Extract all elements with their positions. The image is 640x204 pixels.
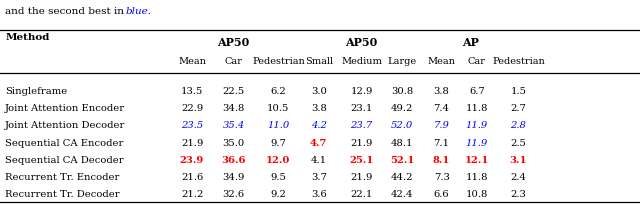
Text: 7.1: 7.1 (434, 139, 449, 148)
Text: 9.7: 9.7 (271, 139, 286, 148)
Text: Car: Car (468, 57, 486, 66)
Text: 30.8: 30.8 (391, 87, 413, 96)
Text: 2.8: 2.8 (511, 121, 526, 130)
Text: 3.0: 3.0 (311, 87, 326, 96)
Text: 25.1: 25.1 (349, 156, 374, 165)
Text: 21.2: 21.2 (181, 190, 203, 199)
Text: 23.5: 23.5 (181, 121, 203, 130)
Text: 11.9: 11.9 (466, 139, 488, 148)
Text: 12.9: 12.9 (351, 87, 372, 96)
Text: Pedestrian: Pedestrian (252, 57, 305, 66)
Text: Large: Large (387, 57, 417, 66)
Text: blue.: blue. (125, 7, 152, 16)
Text: 34.8: 34.8 (223, 104, 244, 113)
Text: 34.9: 34.9 (223, 173, 244, 182)
Text: 23.9: 23.9 (180, 156, 204, 165)
Text: 2.7: 2.7 (511, 104, 526, 113)
Text: 21.9: 21.9 (351, 173, 372, 182)
Text: Medium: Medium (341, 57, 382, 66)
Text: 3.1: 3.1 (509, 156, 527, 165)
Text: AP50: AP50 (218, 37, 250, 48)
Text: 10.5: 10.5 (268, 104, 289, 113)
Text: 10.8: 10.8 (466, 190, 488, 199)
Text: 11.0: 11.0 (268, 121, 289, 130)
Text: 12.1: 12.1 (465, 156, 489, 165)
Text: 21.9: 21.9 (351, 139, 372, 148)
Text: 3.7: 3.7 (311, 173, 326, 182)
Text: Joint Attention Encoder: Joint Attention Encoder (5, 104, 125, 113)
Text: Method: Method (5, 33, 49, 42)
Text: 4.7: 4.7 (310, 139, 328, 148)
Text: Car: Car (225, 57, 243, 66)
Text: 21.6: 21.6 (181, 173, 203, 182)
Text: Sequential CA Decoder: Sequential CA Decoder (5, 156, 124, 165)
Text: 42.4: 42.4 (390, 190, 413, 199)
Text: 52.0: 52.0 (391, 121, 413, 130)
Text: 32.6: 32.6 (223, 190, 244, 199)
Text: 2.5: 2.5 (511, 139, 526, 148)
Text: 44.2: 44.2 (390, 173, 413, 182)
Text: 23.1: 23.1 (351, 104, 372, 113)
Text: 3.8: 3.8 (311, 104, 326, 113)
Text: 6.2: 6.2 (271, 87, 286, 96)
Text: 22.1: 22.1 (351, 190, 372, 199)
Text: 7.3: 7.3 (434, 173, 449, 182)
Text: Recurrent Tr. Decoder: Recurrent Tr. Decoder (5, 190, 120, 199)
Text: 35.0: 35.0 (223, 139, 244, 148)
Text: 52.1: 52.1 (390, 156, 414, 165)
Text: 9.2: 9.2 (271, 190, 286, 199)
Text: Mean: Mean (178, 57, 206, 66)
Text: Joint Attention Decoder: Joint Attention Decoder (5, 121, 125, 130)
Text: Mean: Mean (428, 57, 456, 66)
Text: 13.5: 13.5 (181, 87, 203, 96)
Text: 11.8: 11.8 (465, 173, 488, 182)
Text: 23.7: 23.7 (351, 121, 372, 130)
Text: 21.9: 21.9 (181, 139, 203, 148)
Text: 1.5: 1.5 (511, 87, 527, 96)
Text: 4.1: 4.1 (310, 156, 327, 165)
Text: Singleframe: Singleframe (5, 87, 67, 96)
Text: 9.5: 9.5 (271, 173, 286, 182)
Text: AP50: AP50 (346, 37, 378, 48)
Text: 49.2: 49.2 (391, 104, 413, 113)
Text: 11.9: 11.9 (466, 121, 488, 130)
Text: 7.4: 7.4 (434, 104, 449, 113)
Text: 4.2: 4.2 (311, 121, 326, 130)
Text: 3.6: 3.6 (311, 190, 326, 199)
Text: 7.9: 7.9 (434, 121, 449, 130)
Text: 6.6: 6.6 (434, 190, 449, 199)
Text: 6.7: 6.7 (469, 87, 484, 96)
Text: 36.6: 36.6 (221, 156, 246, 165)
Text: 22.5: 22.5 (223, 87, 244, 96)
Text: Pedestrian: Pedestrian (492, 57, 545, 66)
Text: Small: Small (305, 57, 333, 66)
Text: 2.4: 2.4 (511, 173, 527, 182)
Text: 8.1: 8.1 (433, 156, 451, 165)
Text: AP: AP (462, 37, 479, 48)
Text: 2.3: 2.3 (511, 190, 526, 199)
Text: 48.1: 48.1 (390, 139, 413, 148)
Text: Sequential CA Encoder: Sequential CA Encoder (5, 139, 124, 148)
Text: 11.8: 11.8 (465, 104, 488, 113)
Text: 3.8: 3.8 (434, 87, 449, 96)
Text: Recurrent Tr. Encoder: Recurrent Tr. Encoder (5, 173, 120, 182)
Text: and the second best in: and the second best in (5, 7, 127, 16)
Text: 22.9: 22.9 (181, 104, 203, 113)
Text: 12.0: 12.0 (266, 156, 291, 165)
Text: 35.4: 35.4 (223, 121, 244, 130)
